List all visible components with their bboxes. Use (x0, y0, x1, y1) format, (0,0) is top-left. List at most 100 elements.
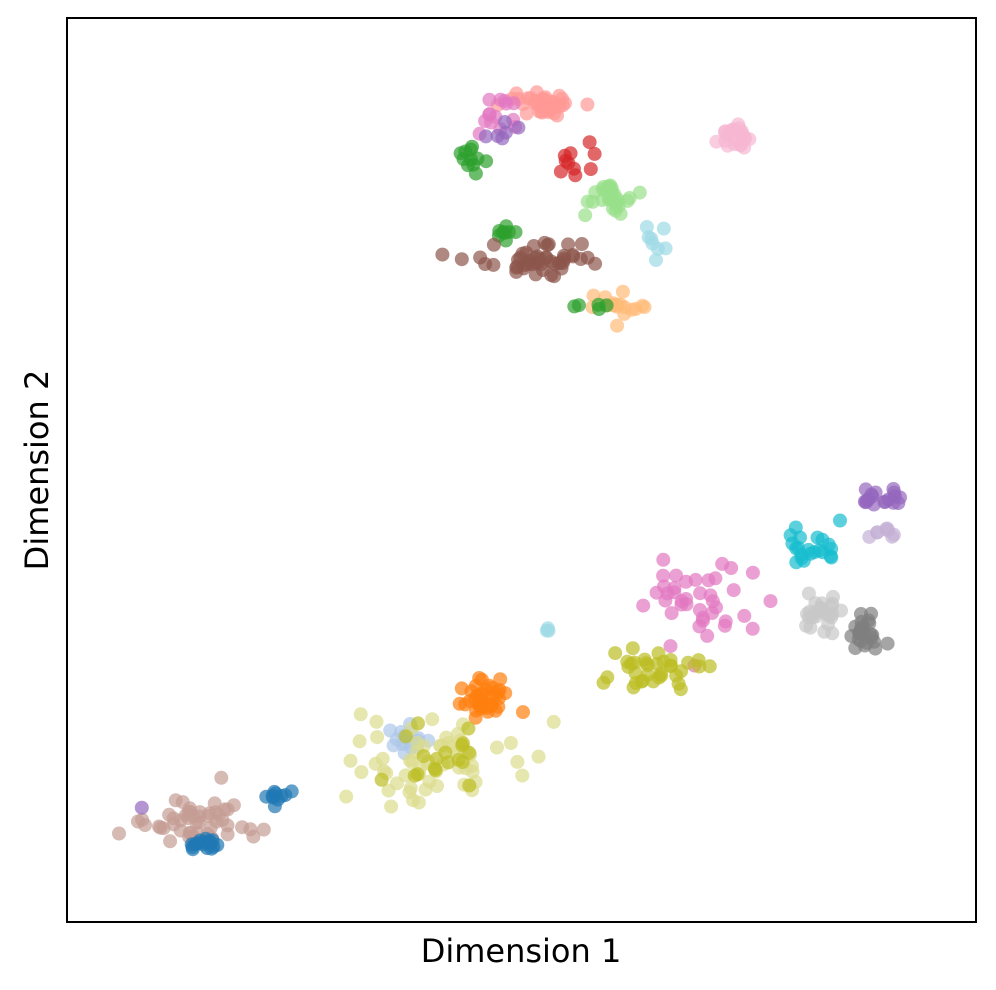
scatter-point (539, 623, 554, 638)
scatter-point (660, 586, 675, 601)
scatter-point (246, 829, 261, 844)
scatter-point (583, 162, 598, 177)
scatter-point (435, 247, 450, 262)
scatter-point (863, 627, 878, 642)
scatter-point (407, 768, 422, 783)
scatter-point (544, 268, 559, 283)
scatter-point (343, 753, 358, 768)
scatter-point (384, 799, 399, 814)
scatter-point (726, 583, 741, 598)
scatter-point (203, 835, 218, 849)
scatter-point (693, 586, 708, 601)
scatter-point (537, 235, 552, 250)
scatter-point (745, 565, 760, 580)
scatter-point (353, 707, 368, 722)
scatter-point (709, 134, 724, 149)
scatter-point (510, 754, 525, 769)
scatter-point (692, 659, 707, 674)
scatter-point (663, 653, 678, 667)
scatter-point (571, 298, 586, 313)
scatter-point (548, 100, 562, 115)
scatter-point (526, 239, 541, 253)
scatter-point (454, 681, 469, 696)
scatter-point (608, 646, 623, 661)
scatter-point (705, 594, 720, 609)
scatter-point (497, 115, 512, 129)
scatter-point (214, 770, 229, 785)
scatter-point (663, 639, 678, 654)
scatter-point (531, 749, 546, 764)
scatter-point (582, 135, 597, 150)
scatter-point (833, 513, 847, 528)
scatter-point (821, 537, 836, 552)
scatter-point (422, 774, 437, 789)
scatter-point (745, 621, 760, 636)
scatter-points (112, 85, 907, 857)
scatter-point (717, 618, 732, 633)
scatter-point (720, 138, 735, 153)
scatter-point (588, 185, 603, 200)
scatter-point (215, 813, 230, 828)
scatter-point (552, 88, 567, 103)
scatter-point (640, 667, 655, 682)
scatter-point (267, 799, 282, 814)
scatter-point (402, 785, 417, 800)
scatter-point (636, 598, 651, 613)
scatter-point (513, 250, 528, 265)
scatter-point (656, 221, 671, 236)
scatter-point (824, 610, 839, 625)
scatter-point (354, 765, 369, 780)
scatter-point (627, 655, 642, 670)
scatter-point (858, 482, 873, 497)
scatter-point (112, 826, 126, 841)
scatter-point (453, 146, 468, 161)
scatter-point (490, 128, 505, 143)
scatter-point (369, 714, 384, 729)
scatter-point (800, 606, 814, 621)
scatter-point (656, 568, 671, 583)
scatter-point (370, 730, 385, 745)
scatter-point (220, 827, 235, 842)
scatter-point (783, 528, 798, 543)
scatter-point (465, 139, 479, 154)
scatter-point (553, 164, 568, 179)
scatter-point (516, 705, 530, 720)
scatter-point (649, 585, 664, 600)
scatter-point (731, 117, 746, 132)
scatter-point (700, 628, 715, 643)
scatter-point (810, 530, 825, 545)
scatter-point (556, 251, 571, 266)
scatter-point (561, 237, 576, 252)
scatter-point (503, 736, 518, 750)
scatter-point (201, 808, 216, 823)
scatter-point (763, 594, 778, 609)
scatter-point (625, 641, 640, 656)
scatter-point (468, 166, 483, 181)
scatter-point (411, 795, 426, 810)
scatter-point (186, 809, 201, 824)
scatter-point (702, 659, 717, 674)
scatter-point (546, 714, 561, 729)
scatter-point (596, 675, 611, 690)
scatter-point (639, 220, 654, 234)
scatter-point (429, 751, 444, 766)
scatter-point (416, 749, 431, 764)
scatter-point (425, 712, 440, 727)
scatter-point (881, 492, 896, 507)
scatter-point (679, 597, 694, 612)
scatter-point (701, 573, 716, 588)
scatter-point (482, 92, 497, 107)
scatter-point (528, 267, 543, 282)
scatter-point (669, 568, 684, 583)
scatter-point (651, 646, 666, 661)
scatter-point (135, 812, 150, 827)
scatter-point (861, 613, 876, 628)
scatter-point (599, 298, 614, 313)
scatter-point (650, 656, 664, 671)
scatter-point (473, 698, 487, 713)
scatter-point (626, 680, 641, 695)
scatter-point (486, 257, 501, 272)
scatter-point (880, 636, 895, 651)
scatter-point (515, 768, 530, 783)
